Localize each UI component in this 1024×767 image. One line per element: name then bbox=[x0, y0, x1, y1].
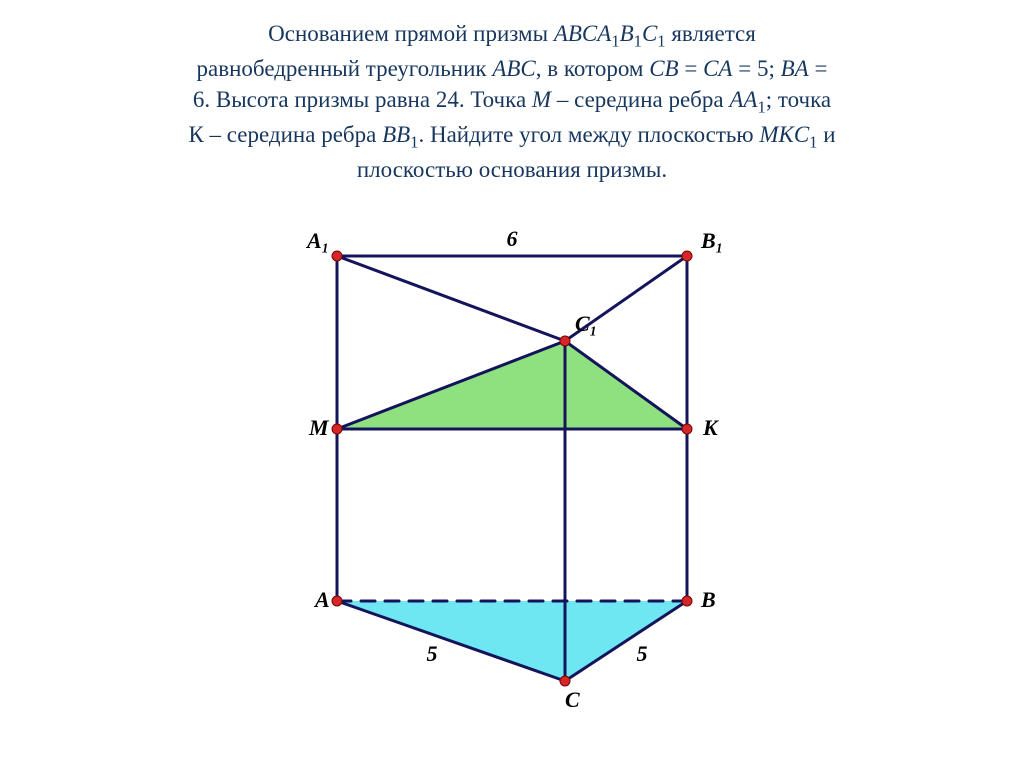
eq-cb: CB bbox=[649, 56, 678, 81]
text: , в котором bbox=[536, 56, 649, 81]
eq-ca: CA bbox=[703, 56, 732, 81]
svg-text:5: 5 bbox=[637, 641, 648, 666]
svg-text:A₁: A₁ bbox=[305, 228, 329, 253]
problem-statement: Основанием прямой призмы ABCA1B1C1 являе… bbox=[0, 0, 1024, 195]
text: . Найдите угол между плоскостью bbox=[418, 122, 759, 147]
svg-text:M: M bbox=[308, 415, 330, 440]
text: плоскостью основания призмы. bbox=[357, 157, 667, 182]
edge-bb1: BB1 bbox=[382, 122, 418, 147]
svg-text:B₁: B₁ bbox=[700, 228, 723, 253]
svg-text:C₁: C₁ bbox=[575, 311, 597, 336]
text: равнобедренный треугольник bbox=[197, 56, 493, 81]
text: Основанием прямой призмы bbox=[268, 21, 554, 46]
text: и bbox=[817, 122, 835, 147]
point-m: M bbox=[532, 87, 551, 112]
text: ; точка bbox=[766, 87, 831, 112]
svg-text:B: B bbox=[700, 587, 716, 612]
eq-ba: BA bbox=[781, 56, 809, 81]
plane-mkc1: MKC1 bbox=[759, 122, 817, 147]
text: 6. Высота призмы равна 24. Точка bbox=[193, 87, 532, 112]
svg-text:6: 6 bbox=[507, 226, 518, 251]
text: – середина ребра bbox=[551, 87, 729, 112]
tri-name: ABC bbox=[492, 56, 535, 81]
svg-text:C: C bbox=[565, 687, 580, 712]
diagram-container: A B C A₁ B₁ C₁ M K 6 5 5 bbox=[0, 201, 1024, 721]
edge-aa1: AA1 bbox=[729, 87, 765, 112]
text: является bbox=[666, 21, 756, 46]
text: = bbox=[809, 56, 828, 81]
prism-name: ABCA1B1C1 bbox=[554, 21, 666, 46]
text: К – середина ребра bbox=[188, 122, 382, 147]
svg-text:5: 5 bbox=[427, 641, 438, 666]
prism-diagram: A B C A₁ B₁ C₁ M K 6 5 5 bbox=[232, 201, 792, 721]
text: = bbox=[679, 56, 703, 81]
svg-text:A: A bbox=[313, 587, 330, 612]
svg-text:K: K bbox=[702, 415, 719, 440]
text: = 5; bbox=[732, 56, 780, 81]
